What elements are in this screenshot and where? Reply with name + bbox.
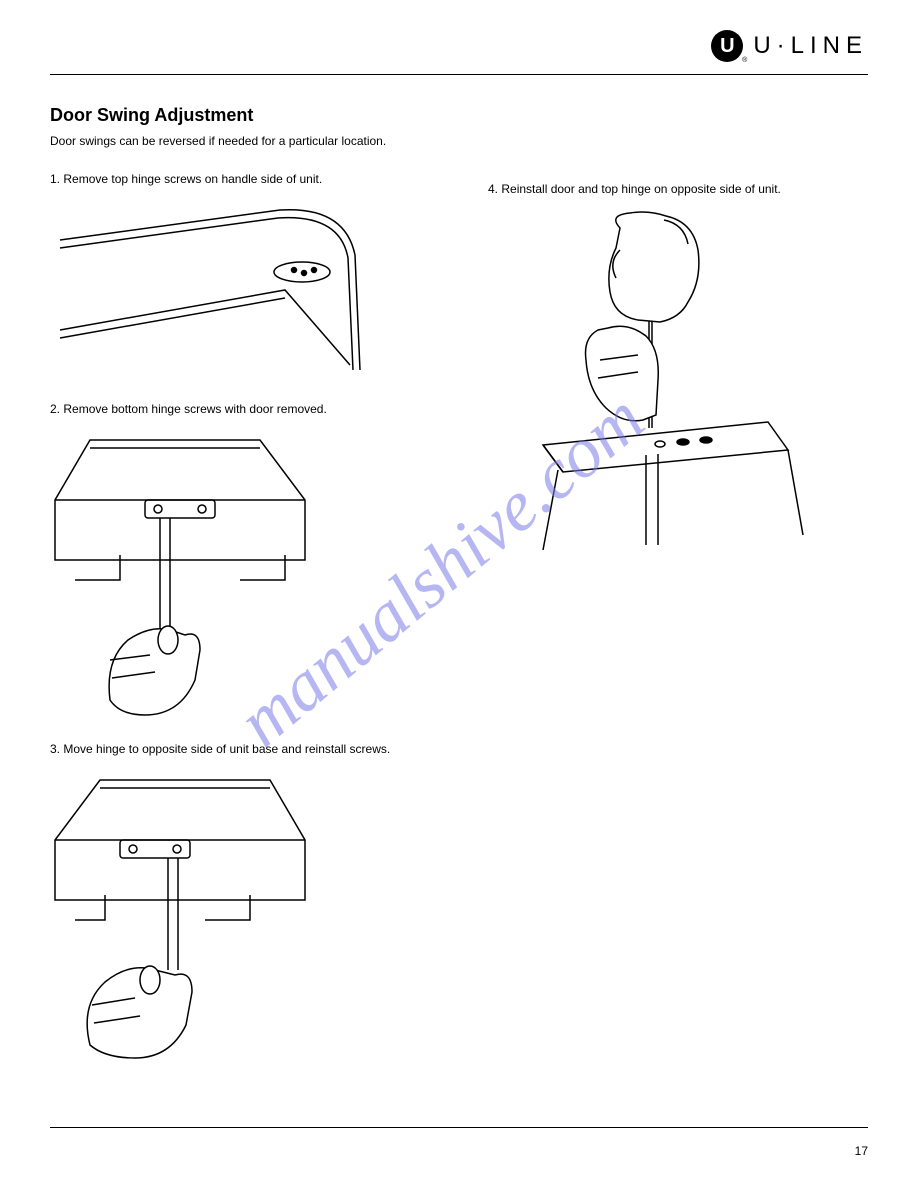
footer-divider [50,1127,868,1128]
logo-circle-icon: U [711,30,743,62]
step-3-number: 3. [50,742,60,756]
bottom-hinge-remove-illustration-icon [50,430,310,720]
figure-top-hinge [50,200,448,380]
step-1: 1. Remove top hinge screws on handle sid… [50,170,448,188]
step-2-number: 2. [50,402,60,416]
manual-page: U U·LINE Door Swing Adjustment Door swin… [0,0,918,1188]
step-4-number: 4. [488,182,498,196]
top-hinge-illustration-icon [50,200,370,380]
logo-glyph: U [720,35,734,58]
header: U U·LINE [50,30,868,75]
brand-logo: U U·LINE [711,30,868,62]
figure-top-hinge-install [488,210,868,550]
page-title: Door Swing Adjustment [50,105,868,126]
step-2: 2. Remove bottom hinge screws with door … [50,400,448,418]
step-4: 4. Reinstall door and top hinge on oppos… [488,180,868,198]
step-1-number: 1. [50,172,60,186]
step-4-text: Reinstall door and top hinge on opposite… [501,182,781,196]
bottom-hinge-install-illustration-icon [50,770,310,1060]
step-2-text: Remove bottom hinge screws with door rem… [63,402,326,416]
content-columns: 1. Remove top hinge screws on handle sid… [50,170,868,1080]
figure-bottom-hinge-remove [50,430,448,720]
page-subtitle: Door swings can be reversed if needed fo… [50,132,868,150]
step-1-text: Remove top hinge screws on handle side o… [63,172,322,186]
right-column: 4. Reinstall door and top hinge on oppos… [488,170,868,1080]
page-number: 17 [855,1144,868,1158]
figure-bottom-hinge-install [50,770,448,1060]
left-column: 1. Remove top hinge screws on handle sid… [50,170,448,1080]
logo-text: U·LINE [753,32,868,60]
top-hinge-install-illustration-icon [488,210,808,550]
step-3-text: Move hinge to opposite side of unit base… [63,742,390,756]
step-3: 3. Move hinge to opposite side of unit b… [50,740,448,758]
